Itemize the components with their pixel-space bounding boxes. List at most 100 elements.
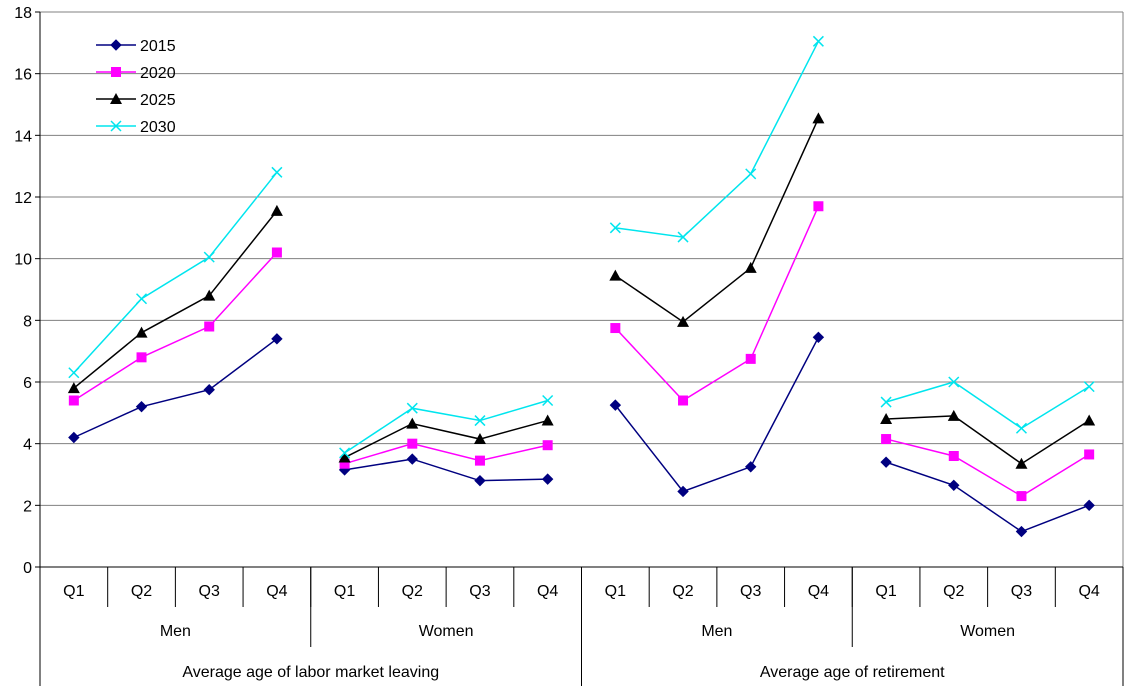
data-point — [1083, 499, 1095, 512]
data-point — [880, 413, 893, 424]
series-line — [344, 458, 548, 482]
legend-label: 2015 — [140, 38, 176, 55]
y-tick-label: 4 — [23, 437, 32, 454]
data-point — [609, 399, 622, 411]
series-line — [614, 118, 820, 323]
data-point — [473, 433, 486, 445]
y-tick-label: 16 — [14, 67, 32, 84]
legend-item: 2025 — [96, 92, 176, 109]
series-line — [344, 399, 548, 454]
data-point — [1016, 491, 1027, 502]
data-point — [677, 231, 689, 243]
x-tick-label: Q4 — [808, 583, 829, 600]
x-tick-label: Q3 — [469, 583, 490, 600]
data-point — [474, 474, 486, 487]
y-tick-label: 8 — [23, 313, 32, 330]
gridlines — [40, 11, 1124, 567]
data-point — [677, 485, 689, 498]
data-point — [542, 394, 554, 407]
legend-marker — [111, 67, 121, 77]
series-line — [885, 438, 1090, 497]
data-point — [1015, 457, 1028, 469]
series-2025 — [67, 112, 1096, 469]
data-point — [745, 461, 757, 473]
data-point — [204, 321, 215, 332]
group-label: Women — [419, 623, 474, 640]
x-marker-stroke — [203, 251, 215, 263]
data-point — [339, 447, 351, 459]
data-point — [271, 247, 282, 258]
data-point — [338, 451, 351, 463]
legend-item: 2015 — [96, 38, 176, 55]
group-label: Men — [701, 623, 732, 640]
x-marker-stroke — [677, 231, 689, 243]
data-point — [610, 323, 621, 334]
x-marker-stroke — [339, 447, 351, 459]
plot-area — [67, 35, 1096, 538]
series-line — [344, 442, 548, 465]
data-point — [135, 326, 148, 338]
data-point — [541, 473, 554, 485]
data-point — [474, 415, 486, 427]
x-tick-label: Q2 — [672, 583, 693, 600]
data-point — [1083, 414, 1096, 426]
y-tick-label: 2 — [23, 498, 32, 515]
data-point — [745, 168, 757, 180]
y-tick-label: 6 — [23, 375, 32, 392]
series-2020 — [68, 201, 1095, 502]
y-axis: 0 2 4 6 8 10 12 14 16 18 — [14, 5, 41, 577]
data-point — [68, 431, 80, 444]
data-point — [407, 438, 418, 449]
x-tick-label: Q4 — [537, 583, 558, 600]
data-point — [744, 261, 757, 273]
x-tick-label: Q3 — [199, 583, 220, 600]
x-marker-stroke — [745, 168, 757, 180]
data-point — [812, 331, 825, 343]
series-line — [614, 205, 820, 402]
x-marker-stroke — [110, 120, 122, 132]
x-marker-stroke — [1015, 422, 1027, 434]
data-point — [1015, 422, 1027, 434]
data-point — [1083, 381, 1095, 393]
series-line — [614, 336, 820, 493]
data-point — [406, 417, 419, 429]
data-point — [271, 166, 283, 178]
x-tick-label: Q4 — [1078, 583, 1099, 600]
x-marker-stroke — [406, 402, 418, 414]
x-tick-label: Q3 — [1011, 583, 1032, 600]
data-point — [136, 293, 148, 305]
series-line — [344, 419, 548, 459]
data-point — [1084, 449, 1095, 460]
data-point — [677, 315, 690, 327]
series-2030 — [68, 35, 1095, 459]
x-marker-stroke — [880, 396, 892, 408]
series-line — [73, 171, 278, 374]
y-tick-label: 12 — [14, 190, 32, 207]
x-axis: Q1 Q2 Q3 Q4 Q1 Q2 Q3 Q4 Q1 Q2 Q3 Q4 Q1 Q2 Q3 Q4 Men Women… — [39, 566, 1124, 686]
data-point — [406, 402, 418, 414]
data-point — [881, 434, 892, 445]
data-point — [203, 384, 215, 396]
top-group-label: Average age of retirement — [760, 664, 945, 681]
legend-item: 2020 — [96, 65, 176, 82]
data-point — [609, 269, 622, 281]
series-line — [73, 338, 278, 439]
data-point — [609, 222, 621, 234]
series-2015 — [68, 331, 1095, 538]
series-line — [615, 40, 820, 238]
x-marker-stroke — [812, 35, 824, 47]
y-tick-label: 14 — [14, 128, 32, 145]
x-tick-label: Q2 — [943, 583, 964, 600]
legend: 2015 2020 2025 2030 — [96, 38, 176, 136]
x-tick-label: Q3 — [740, 583, 761, 600]
data-point — [948, 376, 960, 388]
data-point — [68, 395, 79, 406]
data-point — [542, 440, 553, 451]
x-tick-label: Q1 — [63, 583, 84, 600]
legend-marker — [110, 93, 122, 104]
data-point — [745, 353, 756, 364]
legend-label: 2020 — [140, 65, 176, 82]
y-tick-label: 0 — [23, 560, 32, 577]
x-marker-stroke — [1083, 381, 1095, 393]
